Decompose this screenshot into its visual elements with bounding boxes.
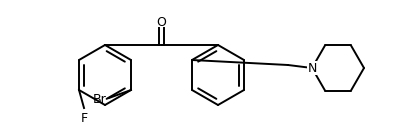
Text: F: F: [80, 112, 88, 125]
Text: O: O: [156, 15, 166, 29]
Text: N: N: [307, 62, 317, 75]
Text: Br: Br: [93, 92, 107, 105]
